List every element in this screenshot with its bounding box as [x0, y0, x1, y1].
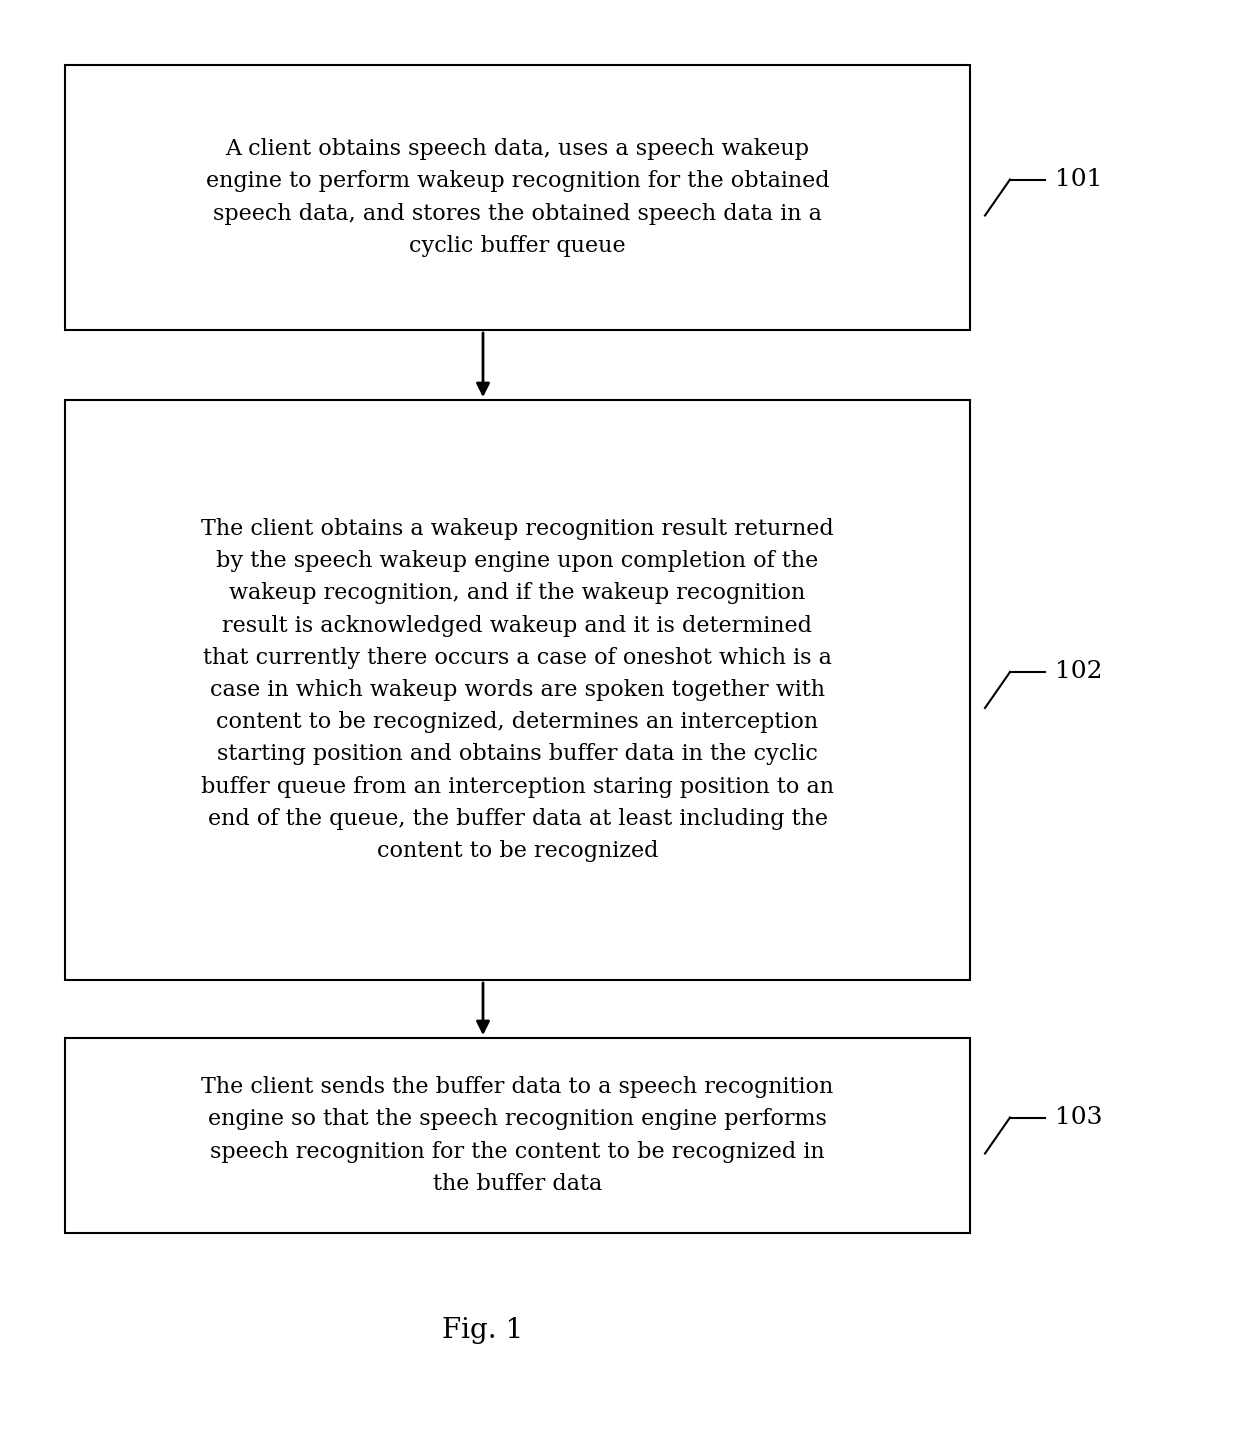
Text: The client sends the buffer data to a speech recognition
engine so that the spee: The client sends the buffer data to a sp…: [201, 1076, 833, 1194]
Bar: [64, 400, 970, 980]
Text: 101: 101: [1055, 168, 1102, 191]
Text: 103: 103: [1055, 1106, 1102, 1129]
Text: The client obtains a wakeup recognition result returned
by the speech wakeup eng: The client obtains a wakeup recognition …: [201, 518, 835, 862]
Bar: [64, 65, 970, 331]
Text: 102: 102: [1055, 660, 1102, 683]
Text: Fig. 1: Fig. 1: [443, 1317, 523, 1343]
Text: A client obtains speech data, uses a speech wakeup
engine to perform wakeup reco: A client obtains speech data, uses a spe…: [206, 139, 830, 257]
Bar: [64, 1038, 970, 1233]
